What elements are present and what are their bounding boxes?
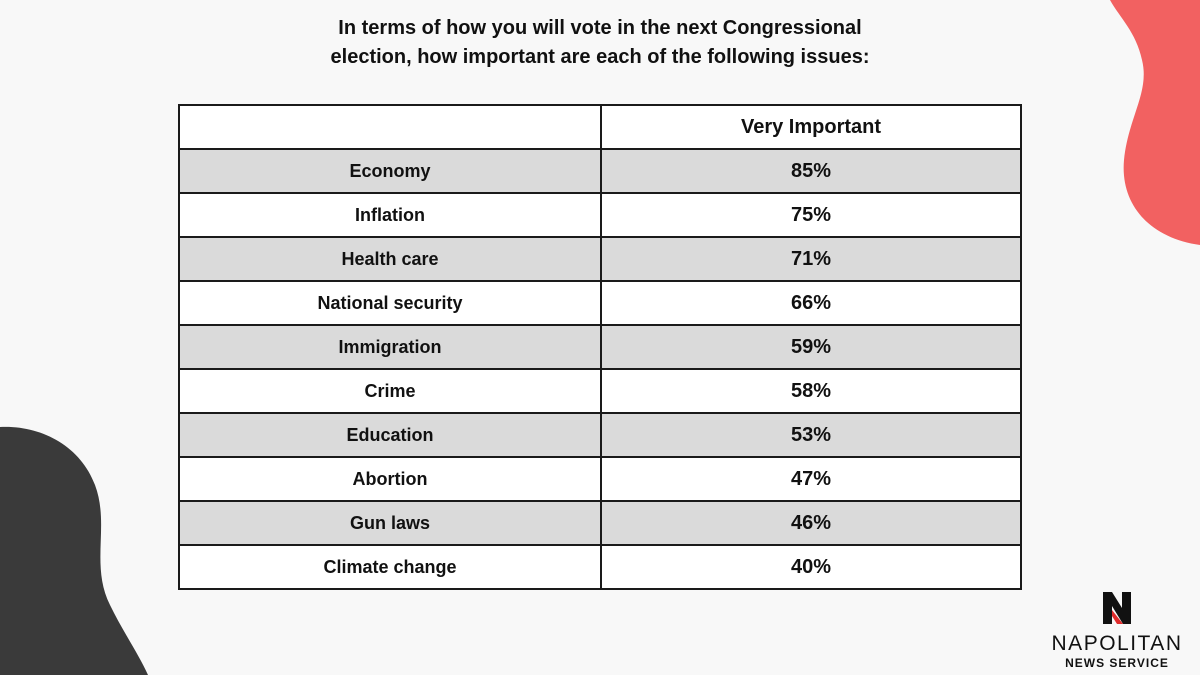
issue-label: Crime bbox=[178, 368, 602, 414]
results-table: Very Important Economy 85% Inflation 75% Hea… bbox=[178, 104, 1022, 590]
very-important-value: 71% bbox=[600, 236, 1022, 282]
napolitan-logo: NAPOLITAN NEWS SERVICE bbox=[1042, 588, 1192, 671]
logo-name: NAPOLITAN bbox=[1051, 632, 1183, 655]
table-body: Economy 85% Inflation 75% Health care 71% Nati… bbox=[178, 148, 1022, 590]
table-row: Gun laws 46% bbox=[178, 500, 1022, 546]
table-row: Inflation 75% bbox=[178, 192, 1022, 238]
very-important-value: 85% bbox=[600, 148, 1022, 194]
header-cell-very-important: Very Important bbox=[600, 104, 1022, 150]
table-row: Education 53% bbox=[178, 412, 1022, 458]
issue-label: Immigration bbox=[178, 324, 602, 370]
very-important-value: 59% bbox=[600, 324, 1022, 370]
issue-label: Inflation bbox=[178, 192, 602, 238]
table-row: Health care 71% bbox=[178, 236, 1022, 282]
very-important-value: 53% bbox=[600, 412, 1022, 458]
issue-label: Abortion bbox=[178, 456, 602, 502]
table-header-row: Very Important bbox=[178, 104, 1022, 150]
table-row: Abortion 47% bbox=[178, 456, 1022, 502]
logo-subtitle: NEWS SERVICE bbox=[1065, 656, 1169, 670]
issue-label: Education bbox=[178, 412, 602, 458]
issue-label: National security bbox=[178, 280, 602, 326]
very-important-value: 75% bbox=[600, 192, 1022, 238]
very-important-value: 46% bbox=[600, 500, 1022, 546]
table-row: Climate change 40% bbox=[178, 544, 1022, 590]
table-row: National security 66% bbox=[178, 280, 1022, 326]
red-corner-blob bbox=[1110, 0, 1200, 245]
issue-label: Economy bbox=[178, 148, 602, 194]
table-row: Economy 85% bbox=[178, 148, 1022, 194]
issue-label: Climate change bbox=[178, 544, 602, 590]
table-row: Immigration 59% bbox=[178, 324, 1022, 370]
very-important-value: 66% bbox=[600, 280, 1022, 326]
page-title: In terms of how you will vote in the nex… bbox=[330, 17, 870, 68]
issue-label: Health care bbox=[178, 236, 602, 282]
issue-label: Gun laws bbox=[178, 500, 602, 546]
header-cell-issue bbox=[178, 104, 602, 150]
very-important-value: 40% bbox=[600, 544, 1022, 590]
very-important-value: 47% bbox=[600, 456, 1022, 502]
logo-mark-icon bbox=[1103, 592, 1131, 624]
table-row: Crime 58% bbox=[178, 368, 1022, 414]
dark-corner-blob bbox=[0, 426, 148, 675]
very-important-value: 58% bbox=[600, 368, 1022, 414]
